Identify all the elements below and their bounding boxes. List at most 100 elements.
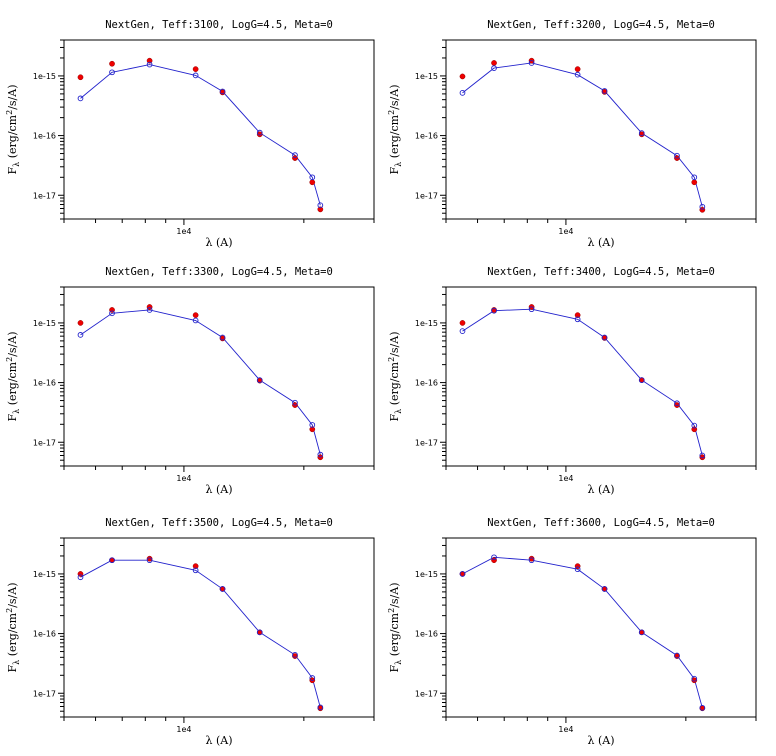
- panel-title: NextGen, Teff:3500, LogG=4.5, Meta=0: [105, 517, 333, 529]
- x-tick-label: 1e4: [558, 474, 573, 483]
- model-point: [219, 334, 226, 341]
- model-point: [109, 310, 115, 317]
- x-tick-label: 1e4: [558, 227, 573, 236]
- plot-frame: [63, 39, 375, 220]
- observed-point: [674, 402, 680, 408]
- y-tick-label: 1e-17: [415, 191, 438, 200]
- model-series-line: [80, 309, 321, 455]
- y-axis-label: Fλ (erg/cm2/s/A): [5, 582, 21, 672]
- model-point: [109, 557, 115, 564]
- plot-frame: [445, 39, 757, 220]
- y-axis-label: Fλ (erg/cm2/s/A): [387, 331, 403, 421]
- observed-point: [309, 179, 316, 186]
- model-point: [574, 316, 581, 323]
- x-axis-label: λ (A): [206, 236, 233, 249]
- model-point: [491, 554, 497, 561]
- y-tick-label: 1e-15: [415, 570, 438, 579]
- model-series-line: [462, 556, 703, 708]
- model-point: [317, 202, 324, 209]
- y-tick-label: 1e-16: [33, 379, 56, 388]
- y-axis-label: Fλ (erg/cm2/s/A): [387, 582, 403, 672]
- observed-point: [491, 60, 497, 66]
- model-point: [691, 174, 698, 181]
- model-point: [292, 652, 298, 658]
- panel-title: NextGen, Teff:3100, LogG=4.5, Meta=0: [105, 19, 333, 31]
- chart-panel-1: NextGen, Teff:3100, LogG=4.5, Meta=0 1e4 1…: [5, 19, 375, 249]
- observed-point: [574, 66, 581, 72]
- observed-point: [109, 60, 115, 67]
- x-axis-label: λ (A): [588, 734, 615, 747]
- x-tick-label: 1e4: [176, 725, 191, 734]
- y-tick-label: 1e-17: [415, 689, 438, 698]
- observed-point: [691, 179, 698, 186]
- model-point: [256, 377, 263, 383]
- model-point: [691, 422, 698, 429]
- observed-point: [77, 320, 84, 326]
- model-point: [219, 586, 226, 592]
- model-point: [674, 652, 680, 659]
- observed-point: [146, 57, 153, 64]
- chart-panel-6: NextGen, Teff:3600, LogG=4.5, Meta=0 1e4 1…: [387, 517, 757, 747]
- model-point: [77, 95, 84, 102]
- model-point: [528, 306, 535, 313]
- model-point: [459, 328, 466, 334]
- model-point: [146, 61, 153, 68]
- model-point: [219, 88, 226, 95]
- plot-frame: [63, 537, 375, 718]
- chart-panel-4: NextGen, Teff:3400, LogG=4.5, Meta=0 1e4 1…: [387, 266, 757, 496]
- model-point: [674, 400, 680, 407]
- observed-point: [192, 66, 199, 72]
- observed-point: [459, 73, 466, 80]
- y-tick-label: 1e-15: [33, 570, 56, 579]
- x-tick-label: 1e4: [176, 474, 191, 483]
- model-point: [309, 675, 316, 681]
- observed-point: [146, 555, 153, 562]
- observed-point: [192, 312, 199, 318]
- model-point: [317, 451, 324, 458]
- observed-point: [459, 320, 466, 326]
- model-point: [638, 130, 645, 136]
- chart-panel-2: NextGen, Teff:3200, LogG=4.5, Meta=0 1e4 1…: [387, 19, 757, 249]
- model-point: [192, 72, 199, 79]
- model-point: [192, 317, 199, 324]
- observed-point: [574, 312, 581, 318]
- chart-panel-3: NextGen, Teff:3300, LogG=4.5, Meta=0 1e4 1…: [5, 266, 375, 496]
- model-point: [192, 567, 199, 574]
- y-tick-label: 1e-15: [415, 72, 438, 81]
- observed-point: [699, 454, 706, 461]
- y-tick-label: 1e-16: [33, 132, 56, 141]
- model-point: [638, 377, 645, 383]
- y-tick-label: 1e-17: [415, 438, 438, 447]
- x-axis-label: λ (A): [588, 483, 615, 496]
- model-point: [674, 152, 680, 159]
- y-tick-label: 1e-17: [33, 438, 56, 447]
- x-tick-label: 1e4: [558, 725, 573, 734]
- model-point: [77, 574, 84, 581]
- model-series-line: [80, 559, 321, 708]
- model-series-line: [462, 308, 703, 456]
- observed-point: [317, 206, 324, 213]
- model-point: [459, 571, 466, 577]
- model-point: [601, 586, 608, 592]
- x-axis-label: λ (A): [206, 734, 233, 747]
- model-series-line: [80, 64, 321, 206]
- model-point: [491, 65, 497, 71]
- y-tick-label: 1e-16: [415, 379, 438, 388]
- plot-frame: [445, 286, 757, 467]
- model-point: [256, 129, 263, 136]
- plot-frame: [445, 537, 757, 718]
- x-tick-label: 1e4: [176, 227, 191, 236]
- model-point: [459, 90, 466, 96]
- chart-panel-5: NextGen, Teff:3500, LogG=4.5, Meta=0 1e4 1…: [5, 517, 375, 747]
- observed-point: [691, 677, 698, 684]
- model-point: [699, 704, 706, 711]
- y-tick-label: 1e-16: [415, 132, 438, 141]
- observed-point: [77, 74, 84, 81]
- y-axis-label: Fλ (erg/cm2/s/A): [5, 331, 21, 421]
- y-tick-label: 1e-16: [33, 630, 56, 639]
- observed-point: [192, 563, 199, 569]
- panel-title: NextGen, Teff:3600, LogG=4.5, Meta=0: [487, 517, 715, 529]
- y-axis-label: Fλ (erg/cm2/s/A): [387, 84, 403, 174]
- x-axis-label: λ (A): [588, 236, 615, 249]
